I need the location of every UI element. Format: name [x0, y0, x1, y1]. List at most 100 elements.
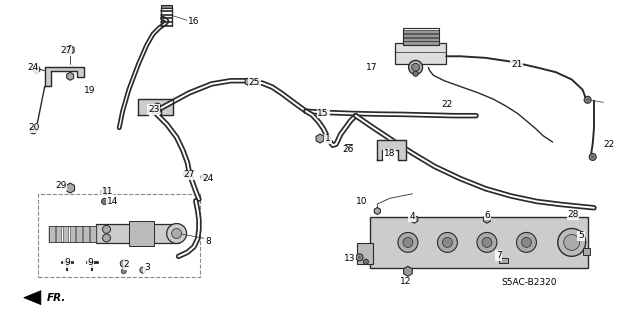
Text: 25: 25	[248, 78, 260, 87]
Text: 29: 29	[55, 181, 67, 190]
Circle shape	[166, 224, 187, 243]
Bar	[583, 248, 590, 255]
Circle shape	[584, 96, 591, 103]
Text: 4: 4	[409, 212, 415, 221]
Polygon shape	[24, 291, 41, 305]
Text: 10: 10	[356, 197, 368, 206]
Circle shape	[102, 226, 111, 234]
Circle shape	[30, 127, 36, 134]
Circle shape	[442, 237, 452, 247]
Circle shape	[120, 260, 127, 267]
Text: 21: 21	[511, 60, 522, 69]
Text: 6: 6	[484, 211, 490, 219]
Circle shape	[558, 228, 586, 256]
Text: 27: 27	[183, 170, 195, 179]
Text: FR.: FR.	[47, 293, 67, 303]
Polygon shape	[316, 134, 324, 143]
Bar	[357, 243, 373, 264]
Polygon shape	[66, 183, 74, 193]
Text: 16: 16	[188, 17, 199, 26]
Text: 28: 28	[567, 210, 579, 219]
Circle shape	[364, 259, 369, 264]
Text: 22: 22	[441, 100, 452, 109]
Circle shape	[398, 233, 418, 252]
Circle shape	[102, 234, 111, 242]
Bar	[403, 38, 438, 41]
Circle shape	[185, 172, 188, 175]
Bar	[77, 226, 82, 242]
Circle shape	[522, 237, 531, 247]
Circle shape	[156, 105, 159, 108]
Text: 14: 14	[106, 197, 118, 206]
Circle shape	[155, 109, 160, 114]
Polygon shape	[45, 67, 84, 86]
Circle shape	[35, 68, 38, 71]
Bar	[129, 221, 154, 246]
Bar	[161, 4, 172, 8]
Text: 7: 7	[496, 251, 502, 260]
Circle shape	[589, 153, 596, 160]
Text: 1: 1	[325, 134, 331, 143]
Polygon shape	[411, 215, 418, 223]
Text: 18: 18	[384, 149, 396, 158]
Text: 27: 27	[60, 46, 72, 56]
Text: 23: 23	[148, 105, 159, 114]
Circle shape	[31, 129, 35, 132]
Circle shape	[482, 237, 492, 247]
Bar	[83, 226, 89, 242]
Circle shape	[408, 60, 422, 74]
Circle shape	[403, 237, 413, 247]
Circle shape	[156, 110, 159, 113]
Bar	[90, 226, 95, 242]
Bar	[96, 224, 179, 243]
Polygon shape	[67, 45, 74, 55]
Circle shape	[121, 269, 126, 274]
Bar	[38, 195, 200, 277]
Text: 19: 19	[84, 86, 96, 95]
Polygon shape	[404, 266, 412, 276]
Text: 8: 8	[205, 237, 211, 246]
Text: 2: 2	[124, 260, 129, 270]
Text: 11: 11	[102, 187, 113, 196]
Circle shape	[591, 155, 595, 159]
Bar	[370, 217, 588, 268]
Text: 12: 12	[399, 277, 411, 286]
Text: 15: 15	[317, 109, 329, 118]
Polygon shape	[378, 140, 406, 160]
Bar	[345, 144, 352, 150]
Bar	[70, 226, 75, 242]
Circle shape	[412, 63, 420, 71]
Circle shape	[586, 98, 589, 101]
Polygon shape	[67, 72, 74, 80]
Bar	[56, 226, 61, 242]
Text: 24: 24	[27, 63, 38, 72]
Circle shape	[33, 66, 40, 73]
Text: S5AC-B2320: S5AC-B2320	[502, 278, 557, 287]
Circle shape	[140, 267, 146, 273]
Polygon shape	[483, 215, 490, 223]
Circle shape	[356, 254, 363, 261]
Bar	[49, 226, 54, 242]
Circle shape	[183, 171, 189, 177]
Polygon shape	[245, 78, 252, 86]
Text: 26: 26	[342, 145, 354, 154]
Circle shape	[564, 234, 580, 250]
Circle shape	[516, 233, 536, 252]
Circle shape	[101, 189, 108, 195]
Circle shape	[103, 190, 106, 194]
Circle shape	[201, 174, 207, 180]
Text: 5: 5	[578, 231, 584, 240]
Text: 9: 9	[88, 258, 93, 267]
Bar	[499, 257, 508, 263]
Circle shape	[365, 261, 367, 263]
Polygon shape	[138, 99, 173, 115]
Circle shape	[154, 103, 161, 109]
Circle shape	[438, 233, 458, 252]
Circle shape	[103, 200, 106, 203]
Text: 17: 17	[366, 63, 378, 72]
Circle shape	[413, 71, 418, 76]
Text: 22: 22	[604, 140, 615, 149]
Text: 3: 3	[144, 263, 150, 272]
Bar	[395, 43, 446, 64]
Circle shape	[477, 233, 497, 252]
